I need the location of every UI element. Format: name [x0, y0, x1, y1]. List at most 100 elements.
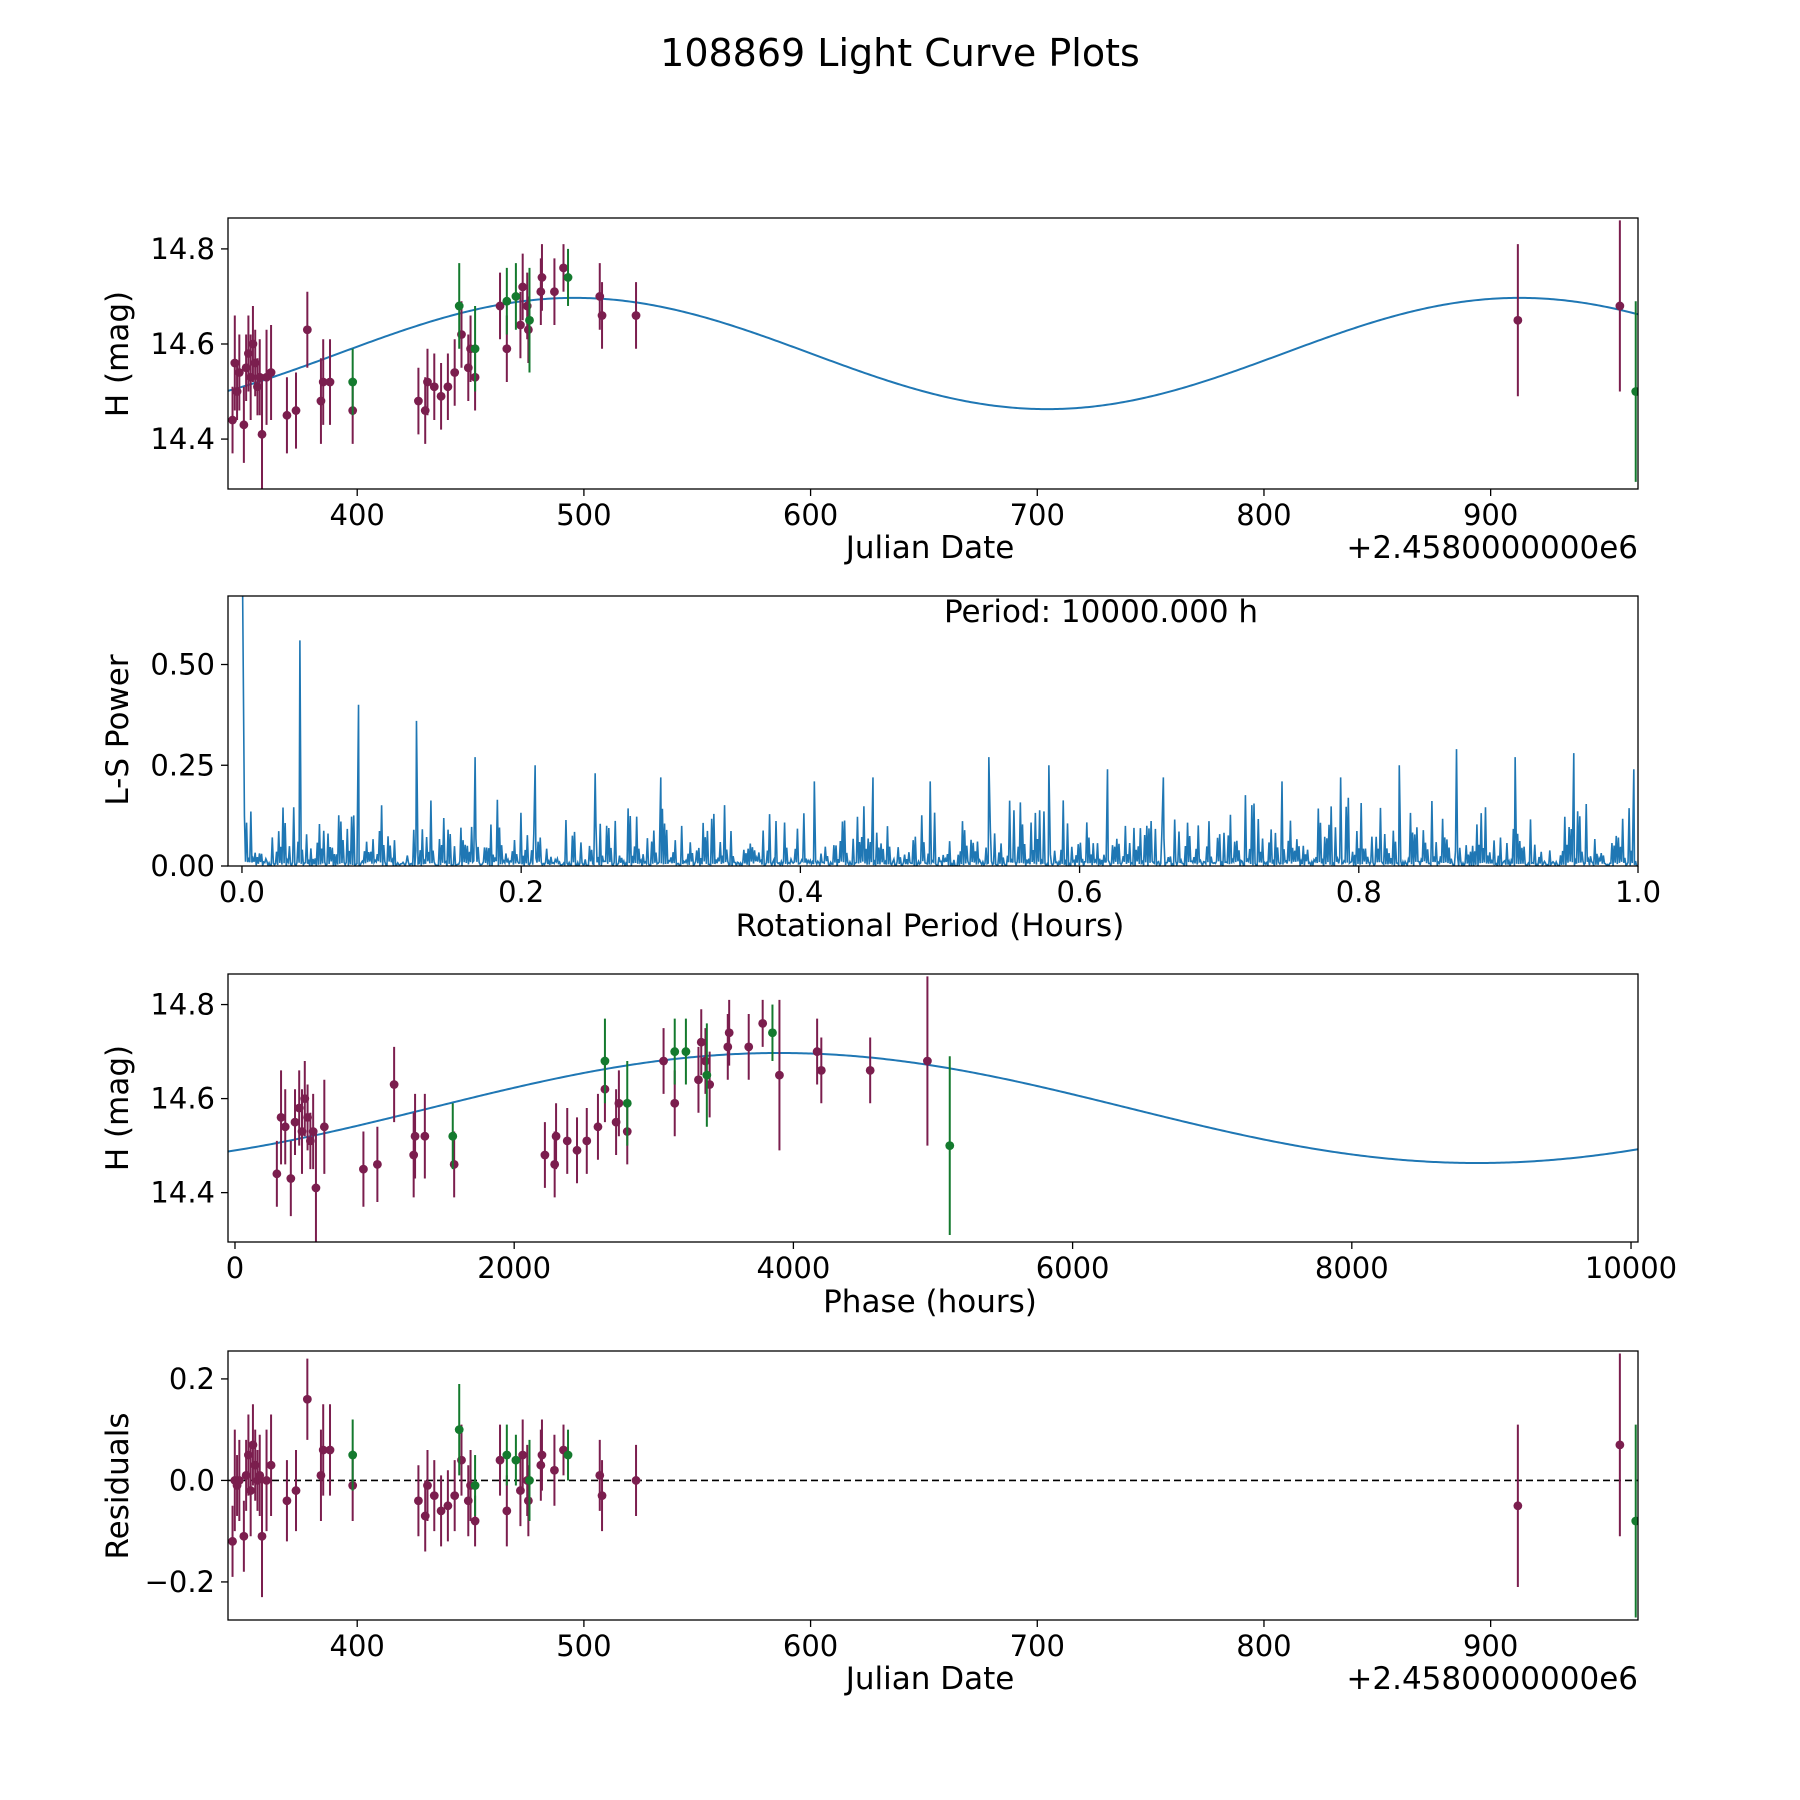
data-point: [318, 1445, 328, 1455]
data-point: [563, 273, 573, 282]
data-point: [454, 301, 464, 311]
x-tick-label: 500: [556, 498, 611, 532]
residuals-x-offset: +2.4580000000e6: [1346, 1661, 1638, 1697]
data-point: [454, 1425, 464, 1435]
data-point: [694, 1075, 703, 1085]
data-point: [257, 429, 267, 439]
data-point: [540, 1150, 550, 1160]
data-point: [348, 1450, 358, 1460]
x-tick-label: 8000: [1315, 1251, 1389, 1285]
data-point: [631, 1476, 641, 1485]
data-point: [319, 1122, 329, 1132]
data-point: [775, 1070, 784, 1080]
light-curve-xlabel: Julian Date: [844, 530, 1015, 566]
data-point: [282, 410, 292, 420]
data-point: [816, 1065, 826, 1075]
light-curve-x-offset: +2.4580000000e6: [1346, 530, 1638, 566]
data-point: [495, 1455, 505, 1465]
data-point: [429, 382, 439, 392]
x-tick-label: 0.0: [219, 875, 265, 909]
data-point: [670, 1098, 680, 1108]
data-point: [1615, 1440, 1625, 1450]
data-point: [1631, 387, 1638, 396]
periodogram-panel: Rotational Period (Hours) L-S Power Peri…: [100, 594, 1661, 944]
x-tick-label: 0: [226, 1251, 244, 1285]
series-band-b: [348, 248, 1638, 482]
x-tick-label: 400: [330, 498, 385, 532]
data-point: [945, 1141, 955, 1151]
data-point: [593, 1122, 603, 1132]
data-point: [423, 377, 432, 387]
data-point: [502, 1450, 512, 1460]
phased-curve-ylabel: H (mag): [100, 1045, 136, 1171]
data-point: [1631, 1516, 1638, 1526]
x-tick-label: 800: [1236, 498, 1291, 532]
x-tick-label: 400: [330, 1629, 385, 1663]
y-tick-label: 14.8: [150, 232, 215, 266]
data-point: [276, 1113, 286, 1122]
x-tick-label: 500: [556, 1629, 611, 1663]
y-tick-label: 14.6: [150, 327, 215, 361]
data-point: [572, 1145, 582, 1155]
data-point: [429, 1491, 439, 1501]
model-fit-line: [228, 1051, 1638, 1165]
x-tick-label: 700: [1010, 1629, 1065, 1663]
data-point: [282, 1496, 292, 1506]
data-point: [450, 368, 460, 377]
light-curve-plot-area: [228, 220, 1638, 489]
data-point: [631, 311, 641, 320]
x-tick-label: 900: [1463, 1629, 1518, 1663]
x-tick-label: 600: [783, 1629, 838, 1663]
data-point: [359, 1164, 368, 1174]
residuals-plot-area: [228, 1353, 1638, 1618]
data-point: [410, 1131, 420, 1141]
data-point: [302, 1394, 312, 1404]
data-point: [372, 1160, 382, 1169]
light-curve-axes-frame: [227, 217, 1639, 490]
data-point: [865, 1065, 875, 1075]
data-point: [1615, 301, 1625, 311]
data-point: [582, 1136, 592, 1146]
data-point: [436, 1506, 446, 1516]
series-band-b: [348, 1383, 1638, 1618]
data-point: [562, 1136, 572, 1146]
data-point: [266, 1460, 276, 1470]
data-point: [420, 1131, 430, 1141]
data-point: [518, 282, 528, 292]
data-point: [280, 1122, 290, 1132]
y-tick-label: 14.6: [150, 1082, 215, 1116]
data-point: [389, 1080, 399, 1089]
data-point: [659, 1056, 668, 1066]
data-point: [744, 1042, 754, 1052]
data-point: [559, 263, 568, 273]
model-fit-line: [228, 296, 1638, 411]
data-point: [502, 296, 512, 306]
phased-curve-panel: Phase (hours) H (mag) 0 2000 4000 6000 8000 1…: [100, 973, 1677, 1320]
residuals-xlabel: Julian Date: [844, 1661, 1015, 1697]
data-point: [511, 1455, 521, 1465]
data-point: [348, 377, 358, 387]
data-point: [614, 1098, 624, 1108]
data-point: [758, 1018, 768, 1028]
data-point: [291, 1486, 301, 1495]
data-point: [518, 1450, 528, 1460]
data-point: [502, 344, 512, 354]
x-tick-label: 0.8: [1336, 875, 1382, 909]
data-point: [266, 368, 276, 377]
data-point: [536, 1460, 546, 1470]
data-point: [448, 1131, 458, 1141]
data-point: [246, 1486, 256, 1495]
data-point: [1513, 315, 1523, 325]
x-tick-label: 600: [783, 498, 838, 532]
residuals-axes-frame: [227, 1350, 1639, 1621]
data-point: [600, 1056, 610, 1066]
data-point: [470, 1481, 480, 1490]
data-point: [325, 1445, 335, 1455]
data-point: [724, 1028, 734, 1038]
x-tick-label: 800: [1236, 1629, 1291, 1663]
data-point: [257, 1531, 267, 1541]
data-point: [311, 1183, 321, 1193]
data-point: [551, 1131, 561, 1141]
data-point: [701, 1056, 710, 1066]
